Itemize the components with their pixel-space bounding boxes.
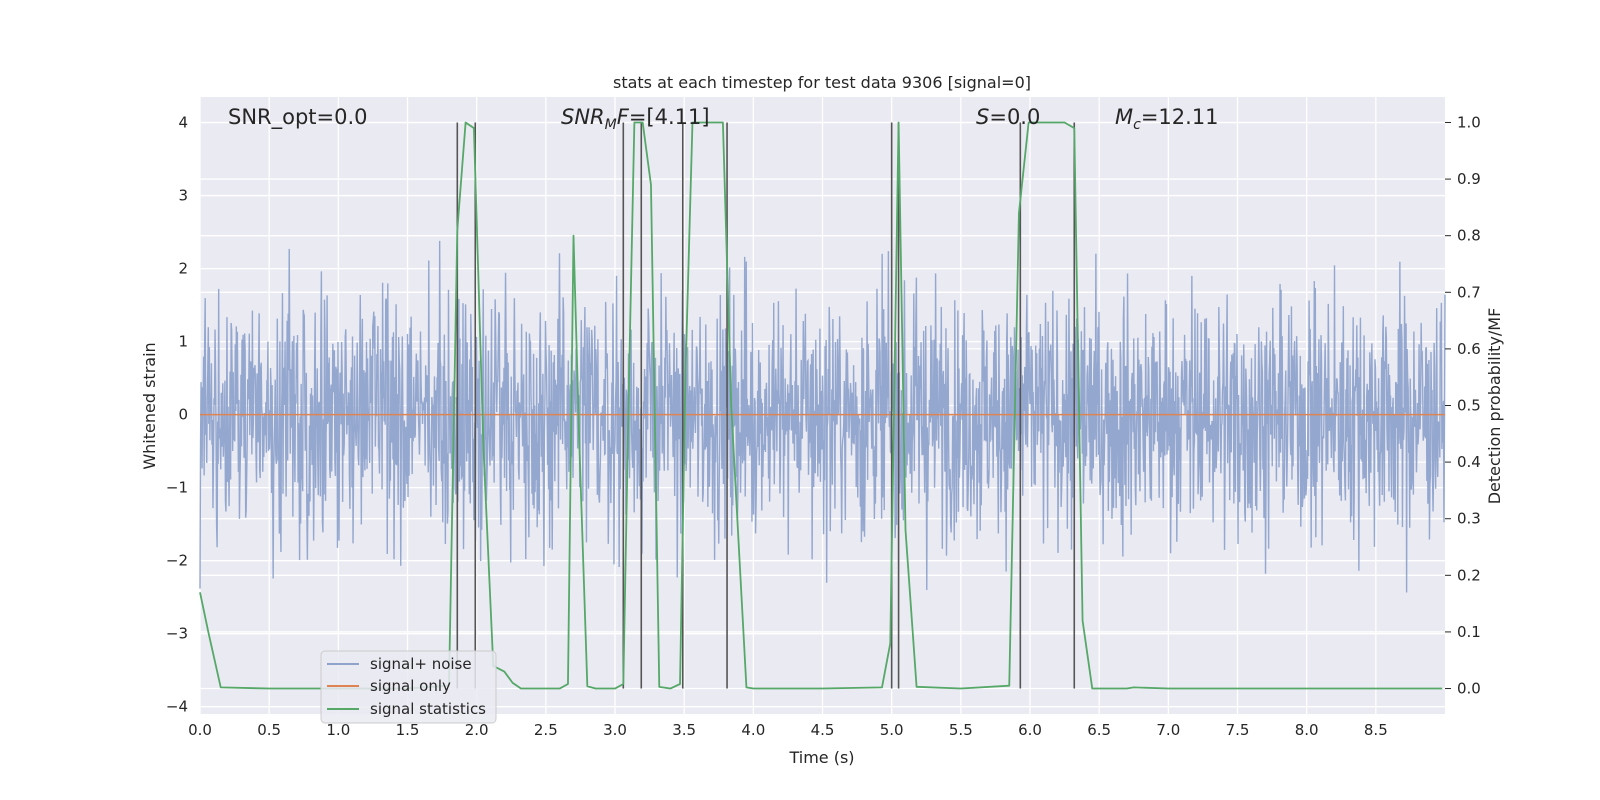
- y-left-tick-label: −2: [166, 552, 188, 570]
- y-right-tick-labels: 0.0 0.1 0.2 0.3 0.4 0.5 0.6 0.7 0.8 0.9 1.0: [1445, 113, 1481, 698]
- x-tick-label: 4.5: [811, 721, 835, 739]
- annotation-snr-mf-value: =[4.11]: [629, 105, 710, 129]
- y-right-tick-label: 1.0: [1457, 113, 1481, 131]
- annotation-mc-base: M: [1115, 105, 1133, 129]
- annotation-snr-opt: SNR_opt=0.0: [228, 105, 368, 130]
- x-tick-label: 2.5: [534, 721, 558, 739]
- annotation-snr-mf-base: SNR: [561, 105, 605, 129]
- x-tick-label: 5.5: [949, 721, 973, 739]
- y-right-tick-label: 0.8: [1457, 227, 1481, 245]
- annotation-s: S=0.0: [976, 105, 1040, 129]
- annotation-s-symbol: S: [976, 105, 989, 129]
- vertical-markers: [456, 122, 1076, 689]
- y-left-tick-labels: −4 −3 −2 −1 0 1 2 3 4: [166, 114, 188, 716]
- annotation-snr-mf-sub: M: [605, 117, 617, 133]
- y-right-tick-label: 0.2: [1457, 566, 1481, 584]
- x-tick-label: 8.5: [1364, 721, 1388, 739]
- x-tick-label: 8.0: [1295, 721, 1319, 739]
- x-tick-label: 7.5: [1226, 721, 1250, 739]
- x-tick-labels: 0.0 0.5 1.0 1.5 2.0 2.5 3.0 3.5 4.0 4.5 5.0 5.5 6.0 6…: [188, 721, 1388, 739]
- annotation-snr-mf-tail: F: [617, 105, 630, 129]
- y-left-tick-label: 0: [178, 406, 188, 424]
- y-right-tick-label: 0.5: [1457, 397, 1481, 415]
- x-tick-label: 6.5: [1087, 721, 1111, 739]
- y-right-tick-label: 0.4: [1457, 453, 1481, 471]
- legend: signal+ noise signal only signal statist…: [320, 650, 497, 724]
- signal-statistics-line: [199, 121, 1443, 690]
- x-axis-label: Time (s): [788, 748, 854, 767]
- signal-noise-line: [199, 240, 1446, 593]
- y-axis-right-label: Detection probability/MF: [1485, 308, 1504, 505]
- x-tick-label: 1.5: [396, 721, 420, 739]
- x-tick-label: 4.0: [741, 721, 765, 739]
- y-left-tick-label: 4: [178, 114, 188, 132]
- y-right-tick-label: 0.1: [1457, 623, 1481, 641]
- legend-label-signal-noise: signal+ noise: [370, 655, 472, 673]
- legend-box: [320, 650, 497, 724]
- y-left-tick-label: −1: [166, 479, 188, 497]
- y-left-tick-label: 1: [178, 333, 188, 351]
- x-tick-label: 6.0: [1018, 721, 1042, 739]
- y-right-tick-label: 0.3: [1457, 510, 1481, 528]
- y-left-tick-label: −4: [166, 698, 188, 716]
- y-right-tick-label: 0.7: [1457, 283, 1481, 301]
- x-tick-label: 3.0: [603, 721, 627, 739]
- x-tick-label: 2.0: [465, 721, 489, 739]
- y-left-tick-label: 3: [178, 187, 188, 205]
- x-tick-label: 0.0: [188, 721, 212, 739]
- annotation-mc: Mc=12.11: [1115, 105, 1219, 133]
- y-axis-left-label: Whitened strain: [140, 342, 159, 469]
- y-right-tick-label: 0.6: [1457, 340, 1481, 358]
- y-right-tick-label: 0.0: [1457, 680, 1481, 698]
- annotation-mc-sub: c: [1133, 117, 1141, 133]
- x-tick-label: 3.5: [672, 721, 696, 739]
- y-left-tick-label: 2: [178, 260, 188, 278]
- legend-label-signal-statistics: signal statistics: [370, 700, 486, 718]
- legend-label-signal-only: signal only: [370, 677, 451, 695]
- annotation-mc-value: =12.11: [1141, 105, 1219, 129]
- y-right-tick-label: 0.9: [1457, 170, 1481, 188]
- x-tick-label: 5.0: [880, 721, 904, 739]
- y-left-tick-label: −3: [166, 625, 188, 643]
- x-tick-label: 7.0: [1156, 721, 1180, 739]
- x-tick-label: 1.0: [326, 721, 350, 739]
- annotation-s-value: =0.0: [989, 105, 1040, 129]
- annotation-snr-mf: SNRMF=[4.11]: [561, 105, 710, 133]
- x-tick-label: 0.5: [257, 721, 281, 739]
- signal-noise-series: [199, 240, 1446, 593]
- signal-statistics-series: [199, 121, 1443, 690]
- chart-title: stats at each timestep for test data 930…: [613, 73, 1031, 92]
